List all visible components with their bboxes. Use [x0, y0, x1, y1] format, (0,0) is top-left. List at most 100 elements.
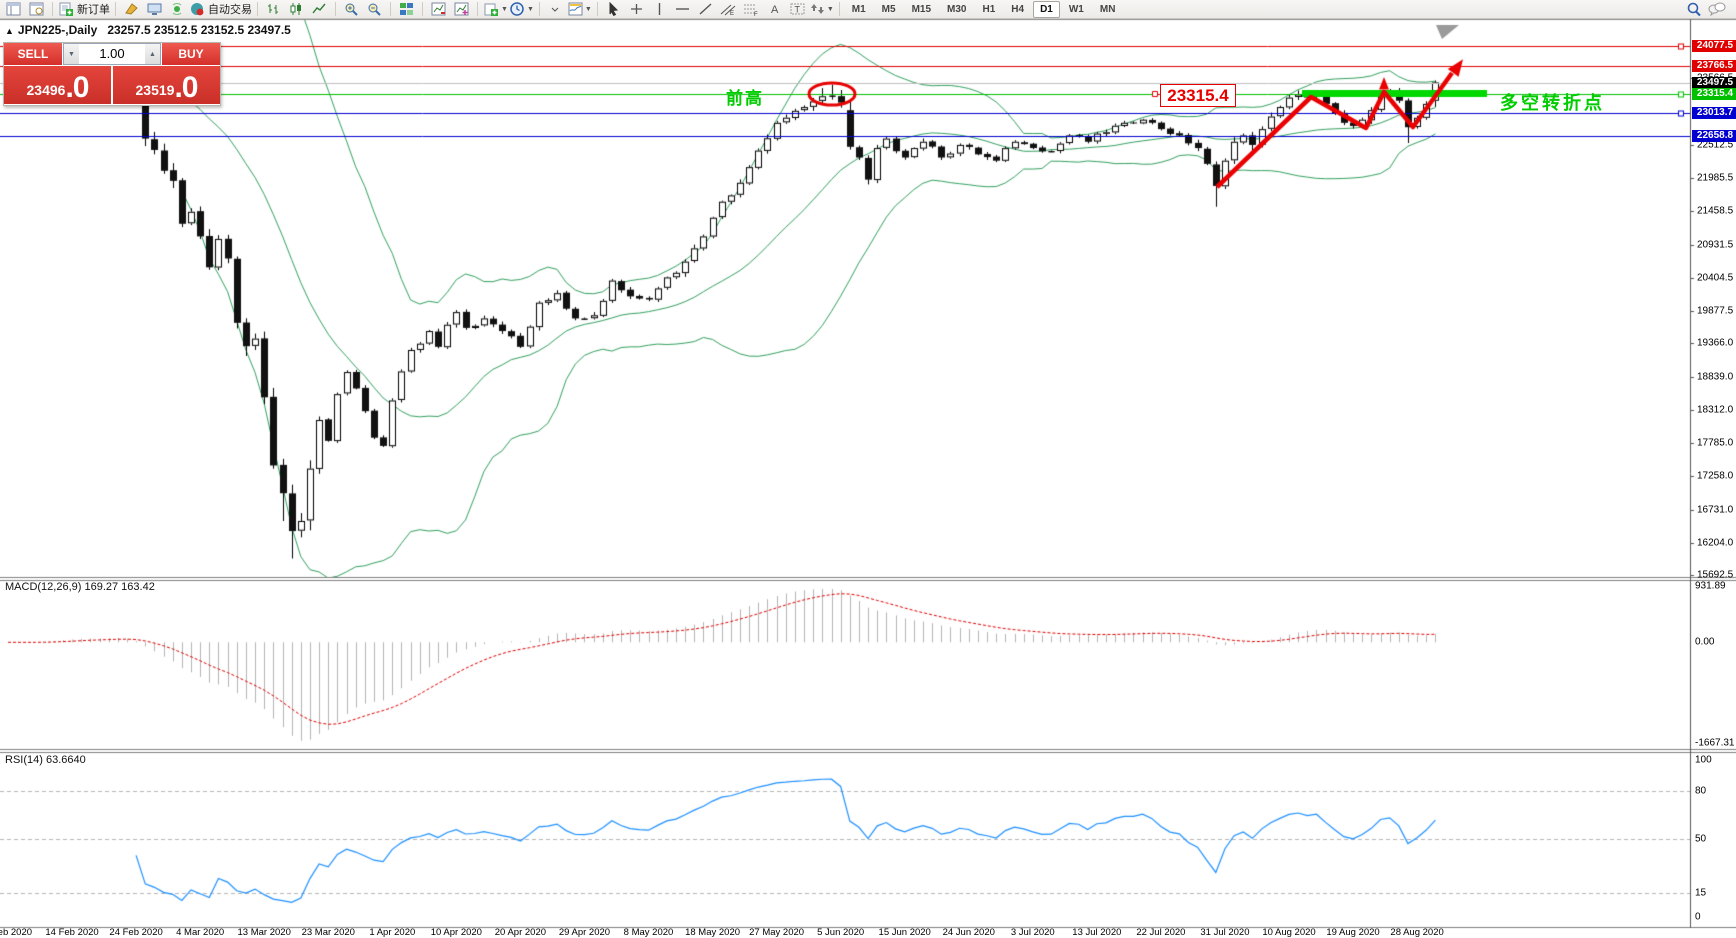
rsi-scale-label: 50	[1695, 833, 1707, 844]
toolbar-separator	[596, 2, 598, 16]
cursor-icon[interactable]	[603, 1, 624, 18]
text-icon[interactable]: A	[764, 1, 785, 18]
macd-scale-label: -1667.31	[1695, 737, 1735, 749]
timeframe-w1[interactable]: W1	[1068, 3, 1084, 15]
price-tick-label: 16204.0	[1697, 537, 1734, 549]
date-label: 20 Apr 2020	[494, 927, 547, 938]
add-object-icon[interactable]: ▼	[483, 1, 508, 18]
rsi-scale-label: 15	[1695, 887, 1707, 899]
data-window-icon[interactable]	[26, 1, 47, 18]
crosshair-icon[interactable]	[626, 1, 647, 18]
rsi-scale-label: 100	[1695, 754, 1712, 766]
buy-price-main: 23519	[135, 82, 175, 98]
date-label: 10 Aug 2020	[1262, 927, 1316, 938]
toolbar-separator	[538, 2, 540, 16]
style-painter-icon[interactable]	[121, 1, 142, 18]
timeframe-m15[interactable]: M15	[911, 3, 932, 15]
svg-text:E: E	[730, 11, 734, 16]
price-badge: 23013.7	[1692, 107, 1736, 120]
new-order-icon[interactable]: 新订单	[58, 1, 110, 18]
date-label: 8 May 2020	[623, 927, 674, 938]
volume-decrease-button[interactable]: ▼	[64, 44, 79, 64]
volume-input[interactable]: 1.00	[99, 46, 125, 61]
annotation-prev-high[interactable]: 前高	[726, 89, 764, 108]
timeframe-m1[interactable]: M1	[851, 3, 866, 15]
annotation-turning-point[interactable]: 多空转折点	[1500, 93, 1605, 113]
vline-icon[interactable]	[649, 1, 670, 18]
date-label: 18 May 2020	[685, 927, 741, 938]
zoom-out-icon[interactable]	[364, 1, 385, 18]
fibonacci-icon[interactable]: F	[741, 1, 762, 18]
zoom-in-icon[interactable]	[341, 1, 362, 18]
candles-chart-icon[interactable]	[286, 1, 307, 18]
clock-dropdown-icon[interactable]: ▼	[526, 5, 534, 13]
timeframe-m30[interactable]: M30	[947, 3, 967, 15]
market-watch-icon[interactable]	[3, 1, 24, 18]
svg-text:F: F	[754, 12, 758, 16]
toolbar: 新订单 自动交易 ▼ ▼ ▼ E F A T ▼ M1 M5 M15 M30 H1 H4 D1 W1 MN	[0, 0, 1736, 19]
template-dropdown-icon[interactable]: ▼	[584, 5, 592, 13]
indicator-add-icon[interactable]	[451, 1, 472, 18]
date-label: 29 Apr 2020	[558, 927, 611, 938]
date-label: 28 Aug 2020	[1390, 927, 1444, 938]
arrows-dropdown-icon[interactable]: ▼	[826, 5, 834, 13]
channel-icon[interactable]: E	[718, 1, 739, 18]
macd-scale-label: 931.89	[1695, 580, 1726, 592]
macd-label: MACD(12,26,9) 169.27 163.42	[5, 581, 155, 593]
arrows-icon[interactable]: ▼	[810, 1, 834, 18]
toolbar-separator	[335, 2, 336, 16]
clock-icon[interactable]: ▼	[510, 1, 534, 18]
toolbar-separator	[477, 2, 478, 16]
label-icon[interactable]: T	[787, 1, 808, 18]
trendline-icon[interactable]	[695, 1, 716, 18]
sell-button[interactable]: SELL	[4, 43, 63, 65]
template-icon[interactable]: ▼	[568, 1, 592, 18]
volume-increase-button[interactable]: ▲	[145, 44, 160, 64]
buy-button[interactable]: BUY	[161, 43, 220, 65]
tile-windows-icon[interactable]	[396, 1, 417, 18]
timeframe-h1[interactable]: H1	[982, 3, 996, 15]
date-label: 24 Jun 2020	[942, 927, 995, 938]
hline-icon[interactable]	[672, 1, 693, 18]
caret-down-icon[interactable]	[545, 1, 566, 18]
price-tick-label: 22512.5	[1697, 139, 1734, 151]
date-label: 13 Jul 2020	[1072, 927, 1122, 938]
autotrading-icon[interactable]: 自动交易	[190, 1, 252, 18]
one-click-trade-panel: SELL ▼ 1.00 ▲ BUY 23496.0 23519.0	[3, 42, 221, 106]
price-badge: 23766.5	[1692, 59, 1736, 72]
add-object-dropdown-icon[interactable]: ▼	[501, 5, 508, 13]
ohlc-values: 23257.5 23512.5 23152.5 23497.5	[107, 23, 291, 37]
annotation-level-label[interactable]: 23315.4	[1160, 84, 1236, 107]
price-tick-label: 16731.0	[1697, 504, 1734, 516]
indicator-window-icon[interactable]	[428, 1, 449, 18]
sell-price-main: 23496	[26, 82, 66, 98]
price-tick-label: 18312.0	[1697, 404, 1734, 416]
line-chart-icon[interactable]	[309, 1, 330, 18]
date-label: 3 Jul 2020	[1010, 927, 1055, 938]
date-label: 27 May 2020	[749, 927, 805, 938]
price-tick-label: 19366.0	[1697, 337, 1734, 349]
sell-price[interactable]: 23496.0	[4, 66, 113, 104]
timeframe-h4[interactable]: H4	[1011, 3, 1025, 15]
price-tick-label: 20931.5	[1697, 239, 1734, 250]
timeframe-mn[interactable]: MN	[1099, 3, 1116, 15]
search-icon[interactable]	[1683, 1, 1704, 18]
date-label: 13 Mar 2020	[237, 927, 291, 938]
terminal-icon[interactable]	[144, 1, 165, 18]
date-label: 19 Aug 2020	[1326, 927, 1380, 938]
chat-icon[interactable]	[1706, 1, 1727, 18]
bars-chart-icon[interactable]	[263, 1, 284, 18]
timeframe-m5[interactable]: M5	[881, 3, 896, 15]
price-tick-label: 20404.5	[1697, 272, 1734, 284]
price-tick-label: 21985.5	[1697, 172, 1734, 184]
buy-price[interactable]: 23519.0	[113, 66, 220, 104]
timeframe-d1[interactable]: D1	[1033, 0, 1060, 18]
price-badge: 23497.5	[1692, 76, 1736, 89]
price-badge: 24077.5	[1692, 40, 1736, 52]
signals-icon[interactable]	[167, 1, 188, 18]
price-tick-label: 21458.5	[1697, 205, 1734, 217]
panel-collapse-arrow[interactable]: ▲	[5, 26, 14, 36]
rsi-label: RSI(14) 63.6640	[5, 754, 86, 766]
